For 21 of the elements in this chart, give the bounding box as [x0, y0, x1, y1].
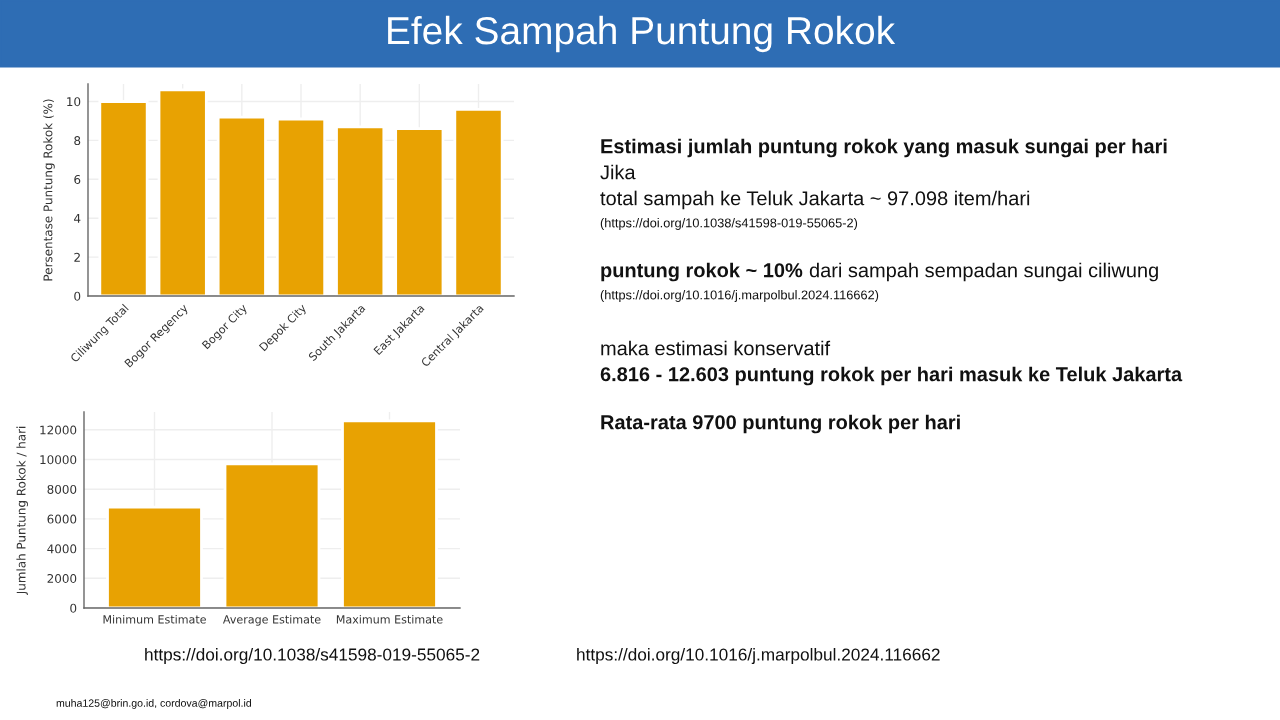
bar: [341, 419, 438, 608]
bar: [335, 125, 386, 296]
bar: [394, 127, 445, 296]
text: Estimasi jumlah puntung rokok yang masuk sungai per hari: [601, 138, 1167, 158]
bar: [98, 100, 149, 296]
text: Jika: [600, 164, 636, 180]
text: dari sampah sempadan sungai ciliwung: [809, 262, 1158, 282]
bar: [106, 505, 203, 608]
bar: [216, 115, 267, 296]
text: 6.816 - 12.603 puntung rokok per hari masuk ke Teluk Jakarta: [600, 366, 1183, 386]
text: https://doi.org/10.1038/s41598-019-55065-2: [145, 647, 480, 665]
text: Rata-rata 9700 puntung rokok per hari: [601, 414, 960, 434]
text: maka estimasi konservatif: [601, 340, 831, 356]
text: puntung rokok ~ 10%: [601, 262, 803, 282]
bar: [223, 462, 321, 608]
bar: [453, 107, 504, 296]
bar: [275, 117, 327, 296]
text: total sampah ke Teluk Jakarta ~ 97.098 item/hari: [600, 190, 1030, 210]
text: https://doi.org/10.1016/j.marpolbul.2024.116662: [577, 647, 940, 665]
bar: [157, 88, 208, 296]
text: Efek Sampah Puntung Rokok: [388, 15, 896, 53]
